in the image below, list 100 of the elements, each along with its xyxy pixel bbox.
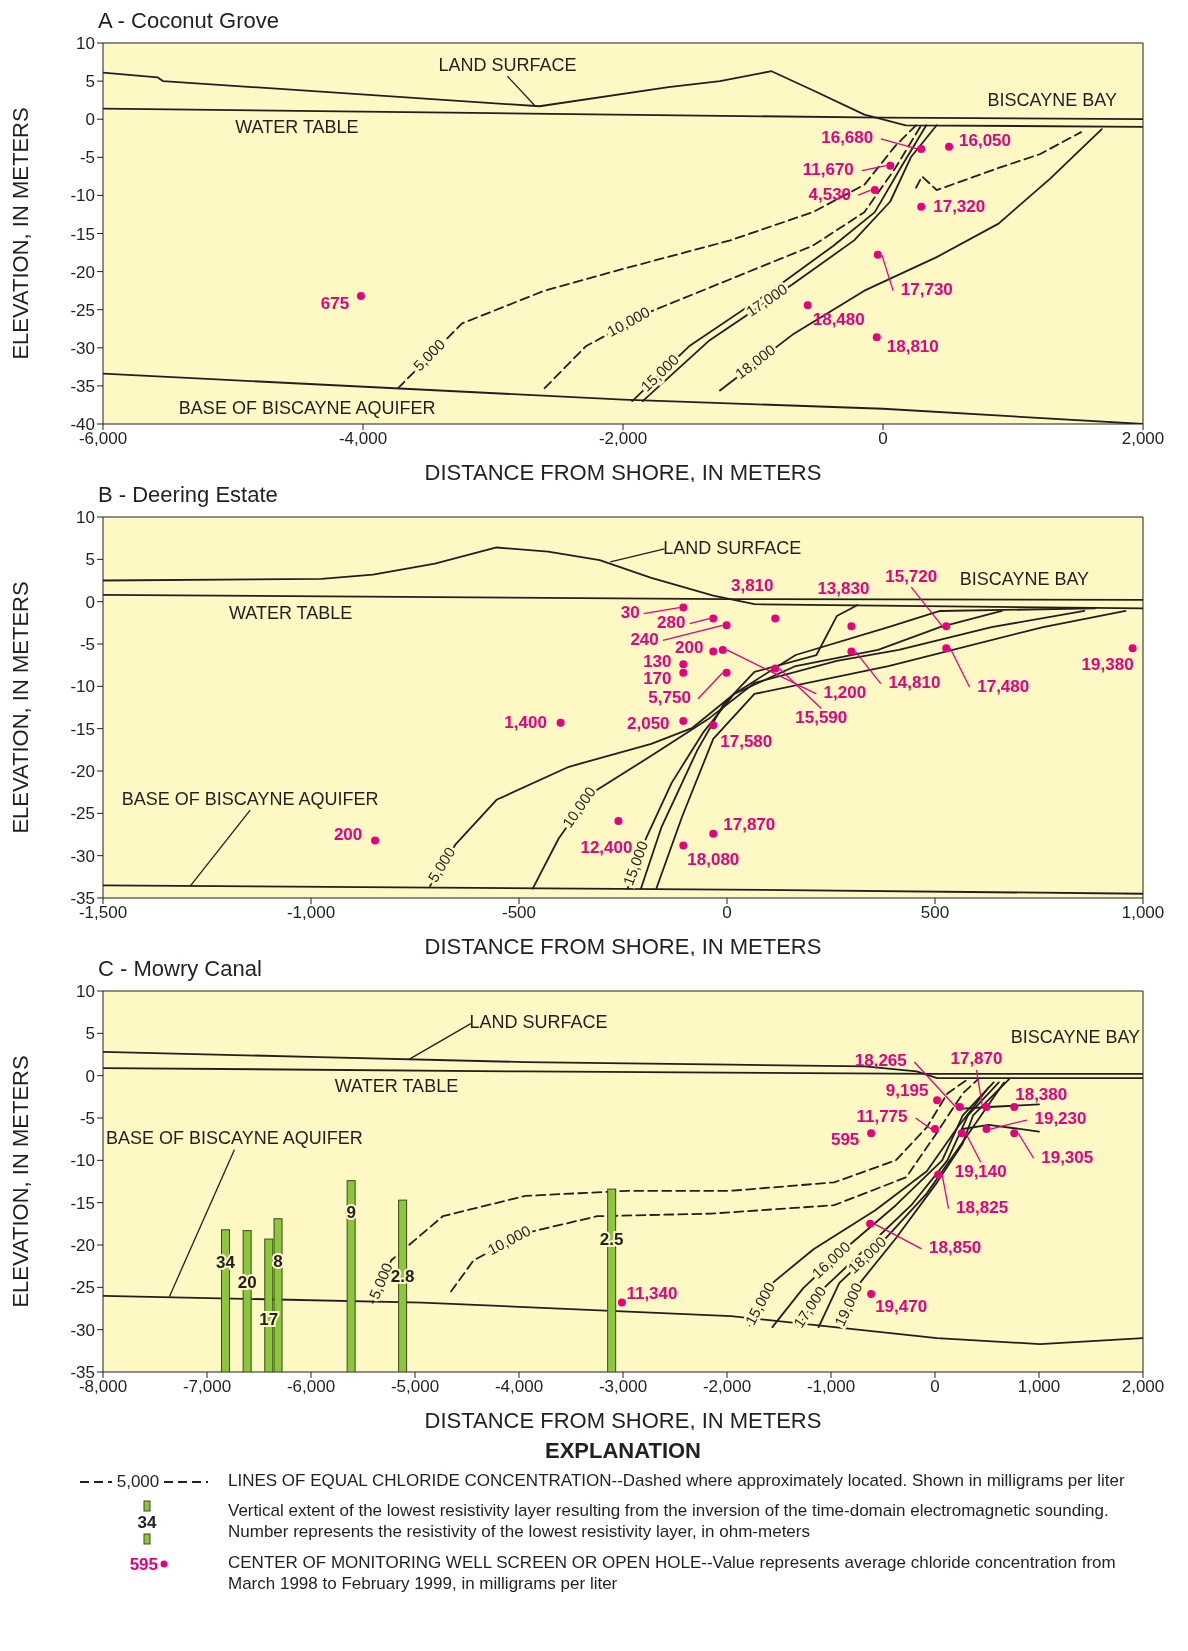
annotation: 18,825 bbox=[956, 1198, 1009, 1218]
chart-title: B - Deering Estate bbox=[98, 482, 278, 507]
y-tick-label: -30 bbox=[70, 338, 95, 358]
x-tick-label: -500 bbox=[501, 903, 537, 923]
annotation: BASE OF BISCAYNE AQUIFER bbox=[106, 1128, 363, 1149]
annotation: 2,050 bbox=[627, 713, 670, 733]
annotation: 18,080 bbox=[687, 849, 740, 869]
annotation: 18,850 bbox=[929, 1238, 982, 1258]
annotation: 17,320 bbox=[933, 197, 986, 217]
annotation: 18,380 bbox=[1015, 1085, 1068, 1105]
annotation: 19,470 bbox=[875, 1296, 928, 1316]
annotation: 130 bbox=[643, 651, 672, 671]
annotation: BISCAYNE BAY bbox=[959, 568, 1090, 589]
y-tick-label: 5 bbox=[85, 550, 95, 570]
annotation: 16,680 bbox=[821, 128, 874, 148]
x-tick-label: 2,000 bbox=[1121, 429, 1165, 449]
legend-label: 5,000 bbox=[116, 1472, 160, 1491]
x-tick-label: 1,000 bbox=[1121, 903, 1165, 923]
x-tick-label: -7,000 bbox=[182, 1377, 232, 1397]
annotation: 17,730 bbox=[900, 280, 953, 300]
y-tick-label: -20 bbox=[70, 1236, 95, 1256]
y-tick-label: -25 bbox=[70, 804, 95, 824]
x-tick-label: -4,000 bbox=[338, 429, 388, 449]
chart-title: C - Mowry Canal bbox=[98, 956, 262, 981]
annotation: 17,870 bbox=[723, 815, 776, 835]
y-tick-label: 5 bbox=[85, 72, 95, 92]
x-tick-label: 1,000 bbox=[1017, 1377, 1061, 1397]
annotation: 16,050 bbox=[959, 131, 1012, 151]
y-tick-label: -20 bbox=[70, 762, 95, 782]
y-tick-label: 10 bbox=[76, 982, 95, 1002]
annotation: 17,580 bbox=[720, 731, 773, 751]
x-tick-label: -1,000 bbox=[806, 1377, 856, 1397]
y-tick-label: -10 bbox=[70, 1151, 95, 1171]
annotation: 20 bbox=[237, 1273, 257, 1293]
annotation: 17,480 bbox=[977, 676, 1030, 696]
y-tick-label: -20 bbox=[70, 262, 95, 282]
x-tick-label: 0 bbox=[930, 1377, 940, 1397]
x-axis-title: DISTANCE FROM SHORE, IN METERS bbox=[424, 460, 822, 485]
annotation: 4,530 bbox=[808, 184, 852, 204]
y-axis-title: ELEVATION, IN METERS bbox=[7, 1055, 33, 1308]
annotation: LAND SURFACE bbox=[663, 537, 802, 558]
y-tick-label: -35 bbox=[70, 376, 95, 396]
annotation: 675 bbox=[320, 294, 350, 314]
annotation: 3,810 bbox=[730, 576, 774, 596]
annotation: 15,720 bbox=[885, 566, 938, 586]
y-tick-label: 0 bbox=[85, 1066, 95, 1086]
y-tick-label: -30 bbox=[70, 1320, 95, 1340]
annotation: 30 bbox=[620, 603, 640, 623]
x-tick-label: -2,000 bbox=[702, 1377, 752, 1397]
y-tick-label: 0 bbox=[85, 110, 95, 130]
annotation: 14,810 bbox=[888, 673, 941, 693]
annotation: 5,750 bbox=[648, 688, 691, 708]
annotation: 19,305 bbox=[1041, 1147, 1094, 1167]
y-tick-label: 10 bbox=[76, 508, 95, 528]
annotation: 13,830 bbox=[817, 578, 870, 598]
annotation: 200 bbox=[675, 638, 704, 658]
text: CENTER OF MONITORING WELL SCREEN OR OPEN HOLE--Value represents average chloride concentration from March 1998 to February 1999, in milligrams per liter bbox=[228, 1552, 1117, 1594]
annotation: BASE OF BISCAYNE AQUIFER bbox=[178, 398, 436, 419]
y-tick-label: -10 bbox=[70, 677, 95, 697]
chart-title: A - Coconut Grove bbox=[98, 8, 280, 34]
annotation: 8 bbox=[273, 1252, 283, 1272]
x-tick-label: 0 bbox=[878, 429, 888, 449]
y-tick-label: 10 bbox=[76, 34, 95, 54]
annotation: 19,140 bbox=[954, 1161, 1007, 1181]
annotation: WATER TABLE bbox=[235, 116, 359, 137]
annotation: BISCAYNE BAY bbox=[987, 90, 1117, 111]
annotation: BISCAYNE BAY bbox=[1010, 1026, 1141, 1047]
y-tick-label: 0 bbox=[85, 592, 95, 612]
text: Vertical extent of the lowest resistivity layer resulting from the inversion of the time-domain electromagnetic sounding. Number represents the resistivity of the lowest resistivity layer, in ohm-meters bbox=[228, 1500, 1110, 1542]
y-tick-label: -15 bbox=[70, 224, 95, 244]
annotation: 18,265 bbox=[854, 1051, 907, 1071]
y-tick-label: -30 bbox=[70, 846, 95, 866]
annotation: 200 bbox=[333, 824, 363, 844]
y-tick-label: -25 bbox=[70, 1278, 95, 1298]
annotation: BASE OF BISCAYNE AQUIFER bbox=[121, 788, 379, 809]
annotation: WATER TABLE bbox=[228, 603, 353, 624]
x-tick-label: -4,000 bbox=[494, 1377, 544, 1397]
y-tick-label: -5 bbox=[79, 1109, 95, 1129]
text: EXPLANATION bbox=[543, 1438, 702, 1464]
y-tick-label: -5 bbox=[79, 635, 95, 655]
annotation: 17,870 bbox=[950, 1049, 1003, 1069]
annotation: 19,380 bbox=[1081, 654, 1134, 674]
annotation: 9,195 bbox=[885, 1080, 929, 1100]
annotation: 11,340 bbox=[626, 1284, 678, 1304]
y-tick-label: 5 bbox=[85, 1024, 95, 1044]
annotation: 11,670 bbox=[802, 160, 854, 180]
annotation: 18,480 bbox=[812, 309, 865, 329]
x-axis-title: DISTANCE FROM SHORE, IN METERS bbox=[424, 934, 822, 959]
annotation: 595 bbox=[830, 1129, 860, 1149]
x-tick-label: -1,000 bbox=[286, 903, 336, 923]
annotation: WATER TABLE bbox=[334, 1076, 459, 1097]
y-tick-label: -15 bbox=[70, 1193, 95, 1213]
annotation: LAND SURFACE bbox=[438, 55, 577, 75]
annotation: 1,200 bbox=[823, 683, 867, 703]
annotation: 240 bbox=[630, 629, 659, 649]
x-axis-title: DISTANCE FROM SHORE, IN METERS bbox=[424, 1408, 822, 1433]
y-tick-label: -5 bbox=[79, 148, 95, 168]
text: LINES OF EQUAL CHLORIDE CONCENTRATION--Dashed where approximately located. Shown in milligrams per liter bbox=[228, 1470, 1126, 1491]
annotation: 170 bbox=[643, 669, 672, 689]
y-axis-title: ELEVATION, IN METERS bbox=[7, 107, 33, 360]
